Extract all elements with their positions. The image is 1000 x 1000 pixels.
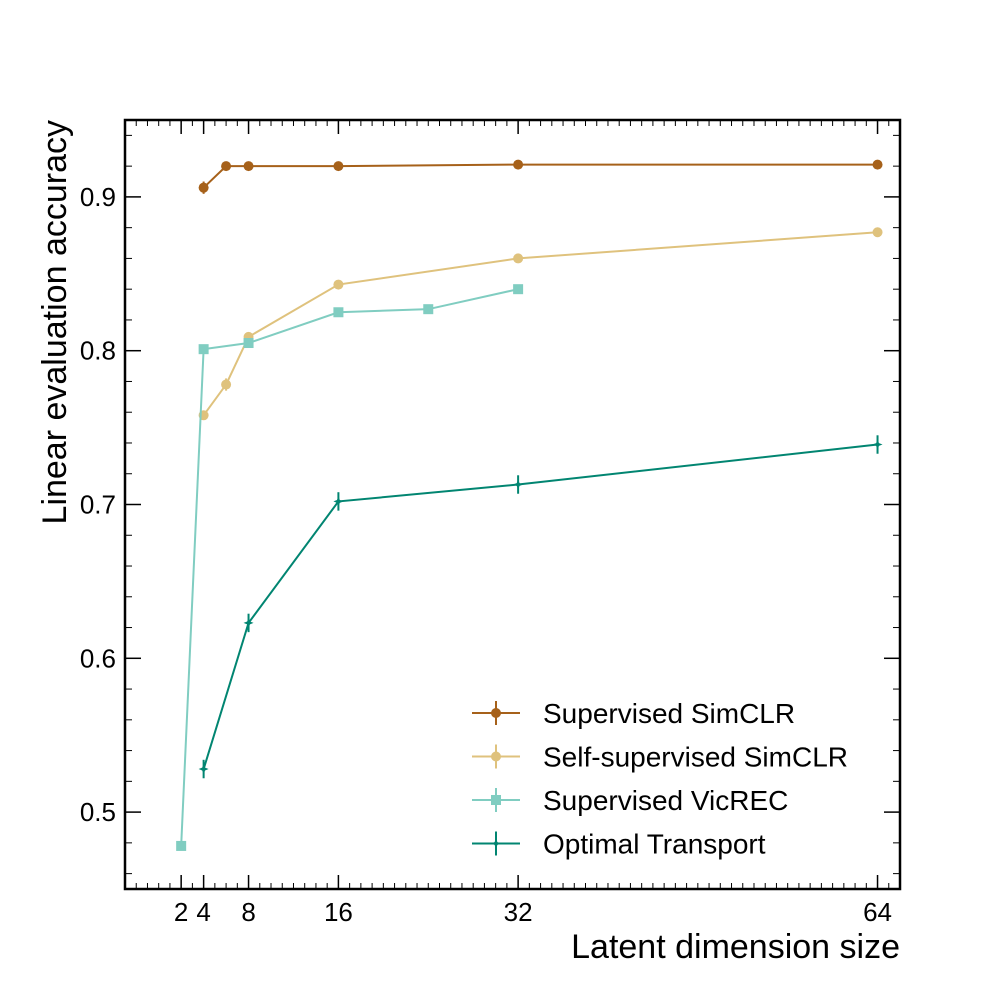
y-tick-label: 0.8 — [80, 336, 116, 366]
data-point — [221, 161, 232, 172]
data-point — [221, 379, 232, 390]
data-point — [198, 182, 209, 193]
data-point — [333, 496, 344, 507]
legend-marker — [491, 708, 501, 718]
legend-entry: Supervised VicREC — [472, 785, 788, 816]
tick-labels: 2 4 8 16 32 64 0.5 0.6 0.7 0.8 0.9 — [80, 182, 892, 927]
x-tick-label: 16 — [324, 897, 353, 927]
data-point — [333, 307, 344, 318]
data-point — [513, 284, 524, 295]
x-tick-label: 4 — [196, 897, 210, 927]
y-axis-title: Linear evaluation accuracy — [36, 120, 74, 524]
x-tick-label: 64 — [863, 897, 892, 927]
series-line — [202, 163, 878, 189]
series-0 — [198, 159, 883, 194]
x-tick-label: 8 — [241, 897, 255, 927]
data-point — [872, 439, 883, 450]
data-point — [513, 479, 524, 490]
plot-frame — [123, 118, 902, 891]
data-point — [333, 161, 344, 172]
x-tick-label: 2 — [174, 897, 188, 927]
data-point — [198, 764, 209, 775]
legend-marker — [491, 795, 501, 805]
major-ticks — [125, 120, 900, 889]
x-axis-title: Latent dimension size — [571, 928, 900, 966]
data-point — [872, 227, 883, 238]
data-point — [423, 304, 434, 315]
y-tick-label: 0.9 — [80, 182, 116, 212]
legend-entry: Self-supervised SimCLR — [472, 742, 848, 773]
data-point — [872, 159, 883, 170]
x-tick-label: 32 — [504, 897, 533, 927]
legend-marker — [491, 838, 501, 849]
data-point — [333, 279, 344, 290]
series-line — [180, 288, 519, 846]
legend-entry: Optimal Transport — [472, 829, 766, 860]
series-line — [202, 231, 878, 416]
data-point — [176, 840, 187, 851]
series-2 — [176, 284, 524, 851]
legend-marker — [491, 751, 501, 762]
legend-label: Supervised SimCLR — [543, 698, 795, 729]
legend-label: Supervised VicREC — [543, 785, 788, 816]
legend-label: Optimal Transport — [543, 829, 766, 860]
legend-label: Self-supervised SimCLR — [543, 742, 848, 773]
series-layer — [176, 159, 883, 851]
data-point — [513, 253, 524, 264]
y-tick-label: 0.5 — [80, 797, 116, 827]
y-tick-label: 0.7 — [80, 490, 116, 520]
data-point — [243, 161, 254, 172]
series-3 — [198, 435, 883, 779]
data-point — [198, 344, 209, 355]
legend: Supervised SimCLR Self-supervised SimCLR S… — [472, 698, 848, 860]
y-tick-label: 0.6 — [80, 643, 116, 673]
legend-entry: Supervised SimCLR — [472, 698, 795, 729]
data-point — [513, 159, 524, 170]
data-point — [243, 617, 254, 628]
data-point — [243, 338, 254, 349]
